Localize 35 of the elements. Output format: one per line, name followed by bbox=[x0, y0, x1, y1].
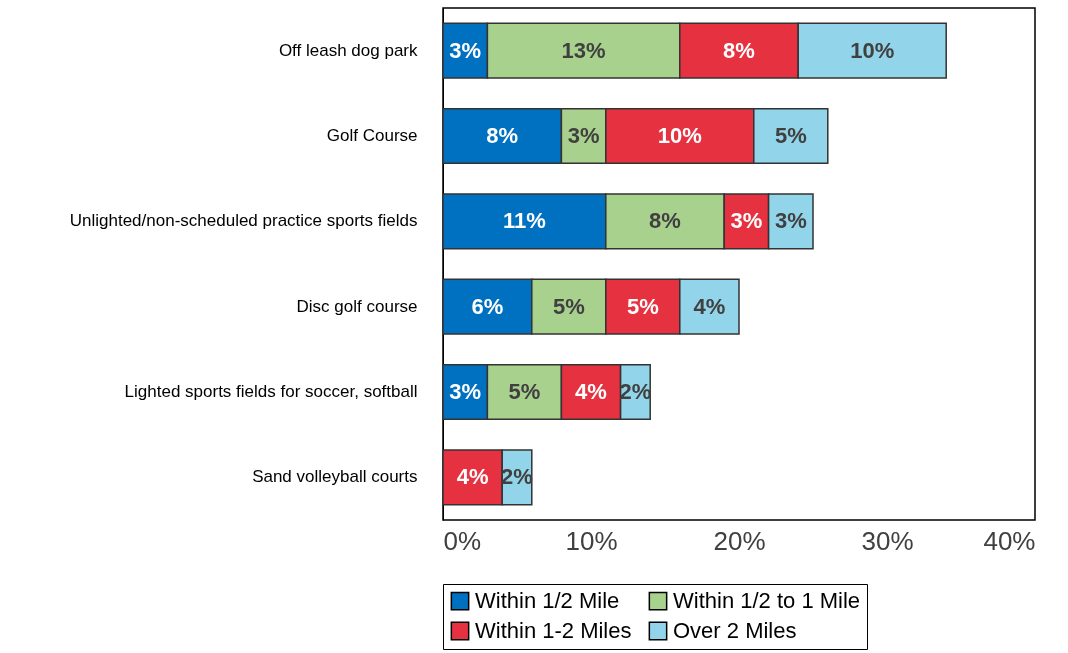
data-label: 5% bbox=[774, 123, 807, 148]
y-tick-label: Lighted sports fields for soccer, softball bbox=[124, 382, 418, 401]
data-label: 3% bbox=[449, 379, 482, 404]
x-tick-label: 0% bbox=[443, 525, 482, 556]
data-label: 4% bbox=[575, 379, 607, 404]
x-tick-label: 40% bbox=[983, 525, 1036, 556]
data-label: 3% bbox=[449, 37, 482, 63]
data-label: 3% bbox=[730, 208, 763, 234]
x-tick-label: 30% bbox=[861, 525, 914, 556]
data-label: 3% bbox=[774, 208, 807, 234]
x-tick-label: 10% bbox=[565, 525, 618, 556]
y-tick-label: Disc golf course bbox=[296, 296, 418, 316]
y-tick-label: Golf Course bbox=[326, 126, 418, 145]
data-label: 3% bbox=[567, 123, 600, 148]
y-tick-label: Sand volleyball courts bbox=[252, 467, 418, 487]
y-tick-label: Unlighted/non-scheduled practice sports fields bbox=[69, 211, 418, 231]
data-label: 8% bbox=[486, 123, 519, 148]
data-label: 5% bbox=[626, 293, 659, 319]
x-tick-label: 20% bbox=[713, 525, 766, 556]
data-label: 6% bbox=[471, 293, 504, 319]
data-label: 10% bbox=[657, 123, 702, 148]
data-label: 4% bbox=[456, 464, 489, 490]
data-label: 8% bbox=[723, 37, 755, 63]
legend-label: Within 1/2 to 1 Mile bbox=[673, 588, 861, 614]
data-label: 5% bbox=[508, 379, 541, 404]
legend-label: Within 1/2 Mile bbox=[475, 588, 620, 614]
data-label: 4% bbox=[693, 293, 726, 319]
legend-label: Over 2 Miles bbox=[673, 618, 797, 643]
data-label: 11% bbox=[502, 208, 546, 234]
y-tick-label: Off leash dog park bbox=[278, 40, 418, 60]
data-label: 5% bbox=[552, 293, 585, 319]
data-label: 8% bbox=[649, 208, 681, 234]
legend-label: Within 1-2 Miles bbox=[475, 618, 632, 643]
data-label: 13% bbox=[561, 37, 606, 63]
data-label: 10% bbox=[850, 37, 895, 63]
